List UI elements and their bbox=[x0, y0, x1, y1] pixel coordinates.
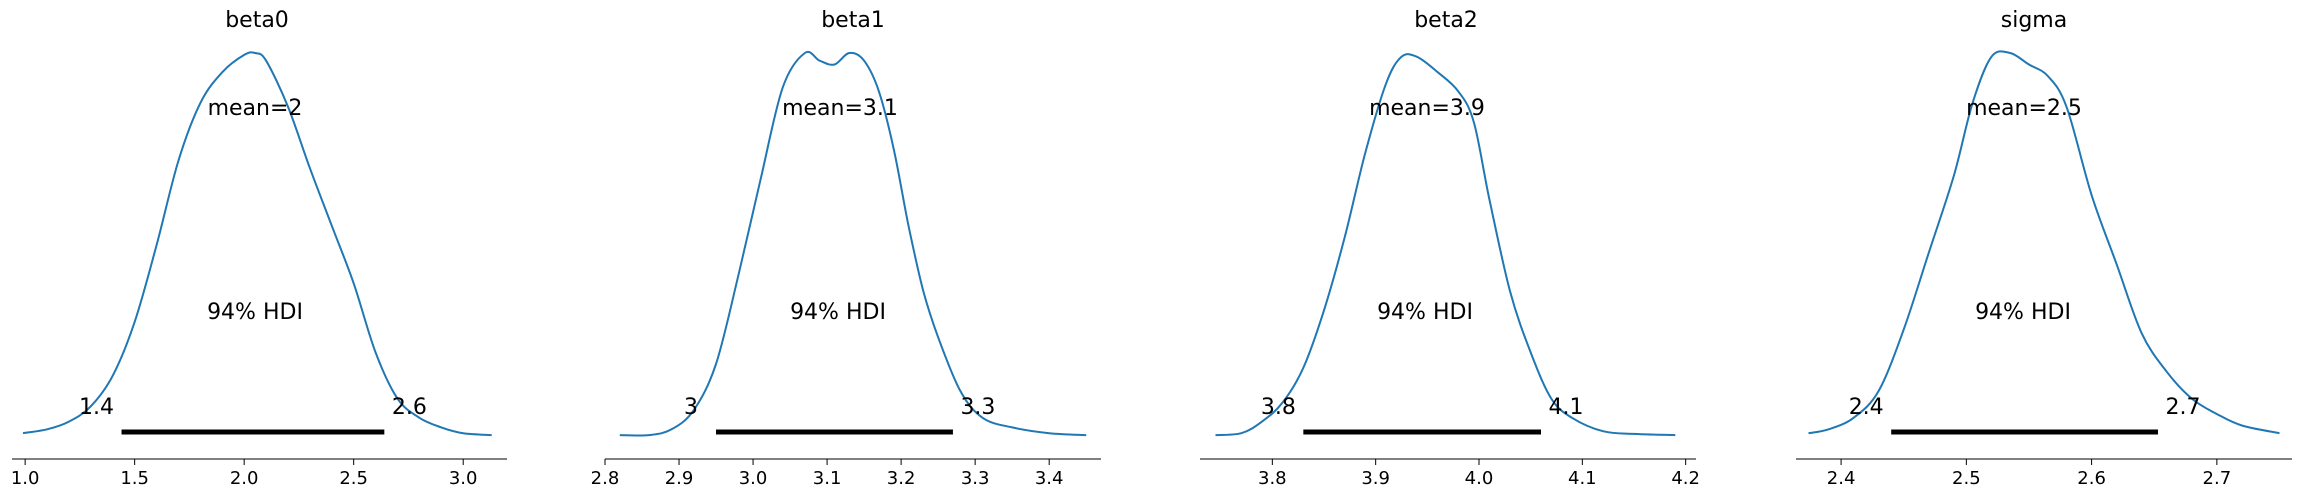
x-tick-label: 3.3 bbox=[961, 468, 990, 489]
x-tick-label: 3.0 bbox=[739, 468, 768, 489]
mean-label: mean=2 bbox=[208, 96, 303, 121]
density-curve bbox=[22, 51, 492, 437]
hdi-high-label: 2.7 bbox=[2165, 395, 2200, 420]
density-curve bbox=[1215, 53, 1676, 437]
hdi-label: 94% HDI bbox=[1975, 300, 2071, 325]
density-curve bbox=[1808, 50, 2280, 435]
x-tick-label: 4.2 bbox=[1671, 468, 1700, 489]
x-tick-label: 3.1 bbox=[813, 468, 842, 489]
panel-title: sigma bbox=[2001, 8, 2067, 33]
mean-label: mean=3.1 bbox=[782, 96, 898, 121]
hdi-high-label: 2.6 bbox=[392, 395, 427, 420]
panel-sigma: sigma mean=2.5 94% HDI 2.4 2.7 2.4 2.5 2.6… bbox=[1796, 8, 2292, 489]
panel-beta2: beta2 mean=3.9 94% HDI 3.8 4.1 3.8 3.9 4.0… bbox=[1200, 8, 1700, 489]
x-axis-ticks: 3.8 3.9 4.0 4.1 4.2 bbox=[1258, 459, 1700, 489]
panel-title: beta1 bbox=[821, 8, 885, 33]
hdi-label: 94% HDI bbox=[790, 300, 886, 325]
x-axis-ticks: 2.8 2.9 3.0 3.1 3.2 3.3 3.4 bbox=[591, 459, 1064, 489]
hdi-label: 94% HDI bbox=[207, 300, 303, 325]
panel-beta0: beta0 mean=2 94% HDI 1.4 2.6 1.0 1.5 2.0 2.… bbox=[11, 8, 507, 489]
mean-label: mean=3.9 bbox=[1369, 96, 1485, 121]
hdi-low-label: 2.4 bbox=[1849, 395, 1884, 420]
density-curve bbox=[619, 50, 1087, 437]
hdi-high-label: 3.3 bbox=[960, 395, 995, 420]
x-tick-label: 4.1 bbox=[1568, 468, 1597, 489]
x-tick-label: 3.9 bbox=[1361, 468, 1390, 489]
mean-label: mean=2.5 bbox=[1966, 96, 2082, 121]
x-axis-ticks: 1.0 1.5 2.0 2.5 3.0 bbox=[11, 459, 478, 489]
hdi-low-label: 1.4 bbox=[79, 395, 114, 420]
x-tick-label: 2.7 bbox=[2203, 468, 2232, 489]
x-tick-label: 1.5 bbox=[120, 468, 149, 489]
x-tick-label: 3.0 bbox=[449, 468, 478, 489]
x-tick-label: 2.5 bbox=[1952, 468, 1981, 489]
hdi-high-label: 4.1 bbox=[1549, 395, 1584, 420]
hdi-low-label: 3 bbox=[684, 395, 698, 420]
x-tick-label: 3.4 bbox=[1035, 468, 1064, 489]
hdi-low-label: 3.8 bbox=[1261, 395, 1296, 420]
x-tick-label: 1.0 bbox=[11, 468, 40, 489]
x-tick-label: 2.8 bbox=[591, 468, 620, 489]
panel-title: beta2 bbox=[1414, 8, 1478, 33]
panel-title: beta0 bbox=[225, 8, 289, 33]
x-tick-label: 3.2 bbox=[887, 468, 916, 489]
hdi-label: 94% HDI bbox=[1377, 300, 1473, 325]
x-tick-label: 2.0 bbox=[230, 468, 259, 489]
x-tick-label: 2.4 bbox=[1827, 468, 1856, 489]
x-tick-label: 2.5 bbox=[339, 468, 368, 489]
x-tick-label: 2.9 bbox=[665, 468, 694, 489]
panel-beta1: beta1 mean=3.1 94% HDI 3 3.3 2.8 2.9 3.0 3.… bbox=[591, 8, 1101, 489]
x-axis-ticks: 2.4 2.5 2.6 2.7 bbox=[1827, 459, 2231, 489]
x-tick-label: 4.0 bbox=[1465, 468, 1494, 489]
x-tick-label: 3.8 bbox=[1258, 468, 1287, 489]
x-tick-label: 2.6 bbox=[2077, 468, 2106, 489]
